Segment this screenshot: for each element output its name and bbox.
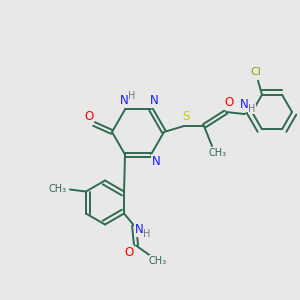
Text: N: N <box>135 223 143 236</box>
Text: H: H <box>143 229 151 238</box>
Text: CH₃: CH₃ <box>209 148 227 158</box>
Text: N: N <box>240 98 248 112</box>
Text: O: O <box>224 97 234 110</box>
Text: O: O <box>84 110 94 122</box>
Text: Cl: Cl <box>250 67 261 77</box>
Text: N: N <box>152 155 160 168</box>
Text: O: O <box>124 246 134 259</box>
Text: H: H <box>248 104 256 114</box>
Text: H: H <box>128 92 136 101</box>
Text: S: S <box>182 110 190 124</box>
Text: CH₃: CH₃ <box>149 256 167 266</box>
Text: N: N <box>120 94 128 107</box>
Text: N: N <box>150 94 158 107</box>
Text: CH₃: CH₃ <box>49 184 67 194</box>
